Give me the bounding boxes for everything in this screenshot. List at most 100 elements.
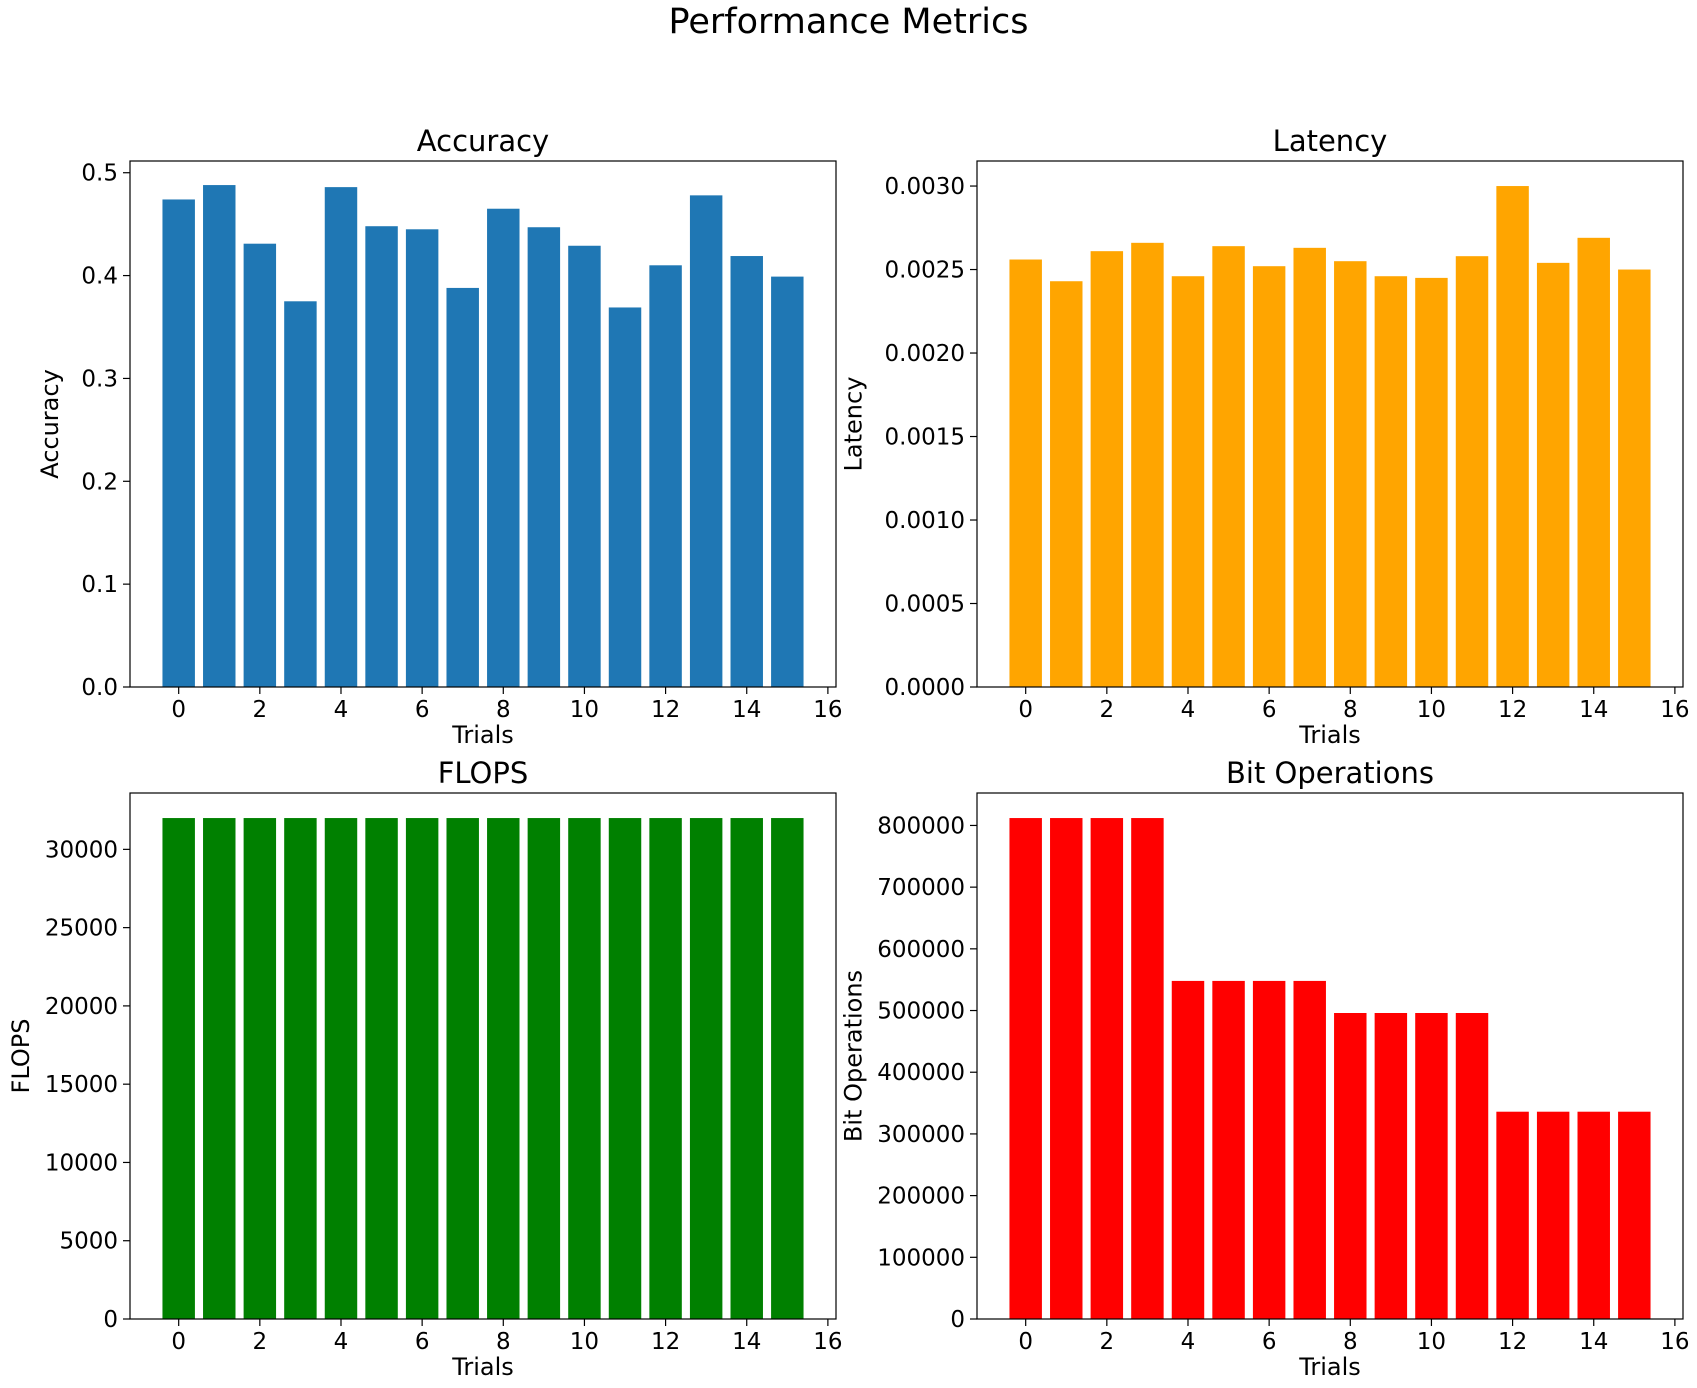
y-tick-label: 0.0030: [885, 174, 965, 200]
y-tick-label: 300000: [877, 1122, 965, 1148]
x-axis-label-accuracy: Trials: [451, 721, 514, 749]
y-tick-label: 0.5: [81, 161, 118, 187]
x-tick-label: 14: [1579, 1329, 1608, 1355]
y-axis-label-accuracy: Accuracy: [36, 369, 64, 479]
y-tick-label: 0.0015: [885, 425, 965, 451]
subplot-title-latency: Latency: [1273, 124, 1388, 158]
x-tick-label: 16: [1660, 697, 1689, 723]
axes-frame-accuracy: [129, 160, 837, 688]
x-tick-label: 6: [1262, 1329, 1277, 1355]
bar-latency-trial-8: [1334, 261, 1367, 687]
x-tick-label: 0: [1018, 1329, 1033, 1355]
bar-bit-operations-trial-1: [1050, 818, 1083, 1319]
bar-latency-trial-5: [1212, 246, 1245, 687]
bar-flops-trial-1: [203, 818, 236, 1319]
bar-bit-operations-trial-14: [1577, 1111, 1610, 1319]
x-axis-label-bit-operations: Trials: [1298, 1353, 1361, 1381]
x-tick-label: 2: [1100, 697, 1115, 723]
y-tick-label: 0.0025: [885, 258, 965, 284]
x-tick-label: 10: [1417, 697, 1446, 723]
y-axis-label-flops: FLOPS: [7, 1019, 35, 1094]
bar-accuracy-trial-6: [405, 229, 439, 687]
y-tick-label: 100000: [877, 1245, 965, 1271]
x-tick-label: 0: [1018, 697, 1033, 723]
y-tick-label: 700000: [877, 875, 965, 901]
y-tick-label: 0.0010: [885, 508, 965, 534]
subplot-title-bit-operations: Bit Operations: [1226, 756, 1434, 790]
y-axis-label-bit-operations: Bit Operations: [839, 970, 867, 1142]
y-tick-label: 15000: [45, 1072, 118, 1098]
y-tick-label: 200000: [877, 1184, 965, 1210]
y-axis-label-latency: Latency: [839, 377, 867, 472]
x-tick-label: 14: [1579, 697, 1608, 723]
x-tick-label: 14: [732, 1329, 761, 1355]
y-tick-label: 0.2: [81, 469, 118, 495]
bar-flops-trial-11: [608, 818, 642, 1319]
x-axis-label-flops: Trials: [451, 1353, 514, 1381]
bar-latency-trial-13: [1536, 262, 1570, 687]
bar-flops-trial-12: [649, 818, 682, 1319]
y-tick-label: 5000: [59, 1229, 118, 1255]
bar-bit-operations-trial-5: [1212, 980, 1245, 1319]
bar-latency-trial-9: [1374, 276, 1408, 687]
bar-flops-trial-6: [405, 818, 439, 1319]
bar-latency-trial-7: [1293, 247, 1326, 688]
y-tick-label: 0.4: [81, 264, 118, 290]
x-tick-label: 14: [732, 697, 761, 723]
subplot-flops: 0 2 4 6 8 10 12 14 16 0 5000 10000 15000 20000 25000 30…: [7, 756, 843, 1381]
bar-flops-trial-9: [527, 818, 561, 1319]
y-tick-label: 0.0: [81, 675, 118, 701]
subplot-accuracy: 0 2 4 6 8 10 12 14 16 0.0 0.1 0.2 0.3 0.4 0.5 Accuracy T…: [36, 124, 842, 749]
bar-bit-operations-trial-7: [1293, 980, 1326, 1319]
subplot-bit-operations: 0 2 4 6 8 10 12 14 16 0 100000 200000 300000 400000 50…: [839, 756, 1689, 1381]
x-tick-label: 0: [171, 697, 186, 723]
bar-latency-trial-6: [1252, 266, 1286, 687]
y-tick-label: 0: [950, 1307, 965, 1333]
bar-accuracy-trial-12: [649, 265, 682, 687]
bar-accuracy-trial-11: [608, 307, 642, 687]
x-tick-label: 12: [651, 697, 680, 723]
y-tick-label: 0.1: [81, 572, 118, 598]
x-tick-label: 2: [1100, 1329, 1115, 1355]
y-tick-label: 10000: [45, 1150, 118, 1176]
bar-latency-trial-14: [1577, 237, 1610, 688]
x-axis-label-latency: Trials: [1298, 721, 1361, 749]
y-tick-label: 0.0000: [885, 675, 965, 701]
bar-flops-trial-3: [284, 818, 317, 1319]
y-tick-label: 30000: [45, 837, 118, 863]
bar-bit-operations-trial-12: [1496, 1111, 1529, 1319]
bar-bit-operations-trial-9: [1374, 1012, 1408, 1319]
bar-accuracy-trial-13: [689, 195, 723, 687]
y-tick-label: 0.0020: [885, 341, 965, 367]
x-tick-label: 8: [496, 1329, 511, 1355]
bar-accuracy-trial-10: [568, 245, 601, 687]
bar-latency-trial-1: [1050, 281, 1083, 687]
bar-flops-trial-10: [568, 818, 601, 1319]
y-tick-label: 400000: [877, 1060, 965, 1086]
x-tick-label: 10: [570, 697, 599, 723]
bar-bit-operations-trial-3: [1131, 818, 1164, 1319]
x-tick-label: 2: [253, 697, 268, 723]
bar-bit-operations-trial-10: [1415, 1012, 1448, 1319]
x-tick-label: 12: [1498, 1329, 1527, 1355]
bar-flops-trial-4: [324, 818, 358, 1319]
bar-flops-trial-15: [771, 818, 804, 1319]
x-tick-label: 8: [496, 697, 511, 723]
x-tick-label: 6: [415, 1329, 430, 1355]
x-tick-label: 16: [813, 697, 842, 723]
x-tick-label: 6: [1262, 697, 1277, 723]
bar-flops-trial-13: [689, 818, 723, 1319]
bar-flops-trial-14: [730, 818, 763, 1319]
x-tick-label: 2: [253, 1329, 268, 1355]
bar-flops-trial-0: [162, 818, 195, 1319]
bar-accuracy-trial-4: [324, 187, 358, 687]
subplot-title-accuracy: Accuracy: [417, 124, 549, 158]
bar-flops-trial-5: [365, 818, 398, 1319]
y-tick-label: 25000: [45, 916, 118, 942]
bar-latency-trial-2: [1090, 251, 1124, 687]
bar-accuracy-trial-9: [527, 227, 561, 687]
bar-latency-trial-0: [1009, 259, 1042, 687]
subplot-latency: 0 2 4 6 8 10 12 14 16 0.0000 0.0005 0.0010 0.0015 0.0…: [839, 124, 1689, 749]
bar-bit-operations-trial-0: [1009, 818, 1042, 1319]
x-tick-label: 10: [1417, 1329, 1446, 1355]
